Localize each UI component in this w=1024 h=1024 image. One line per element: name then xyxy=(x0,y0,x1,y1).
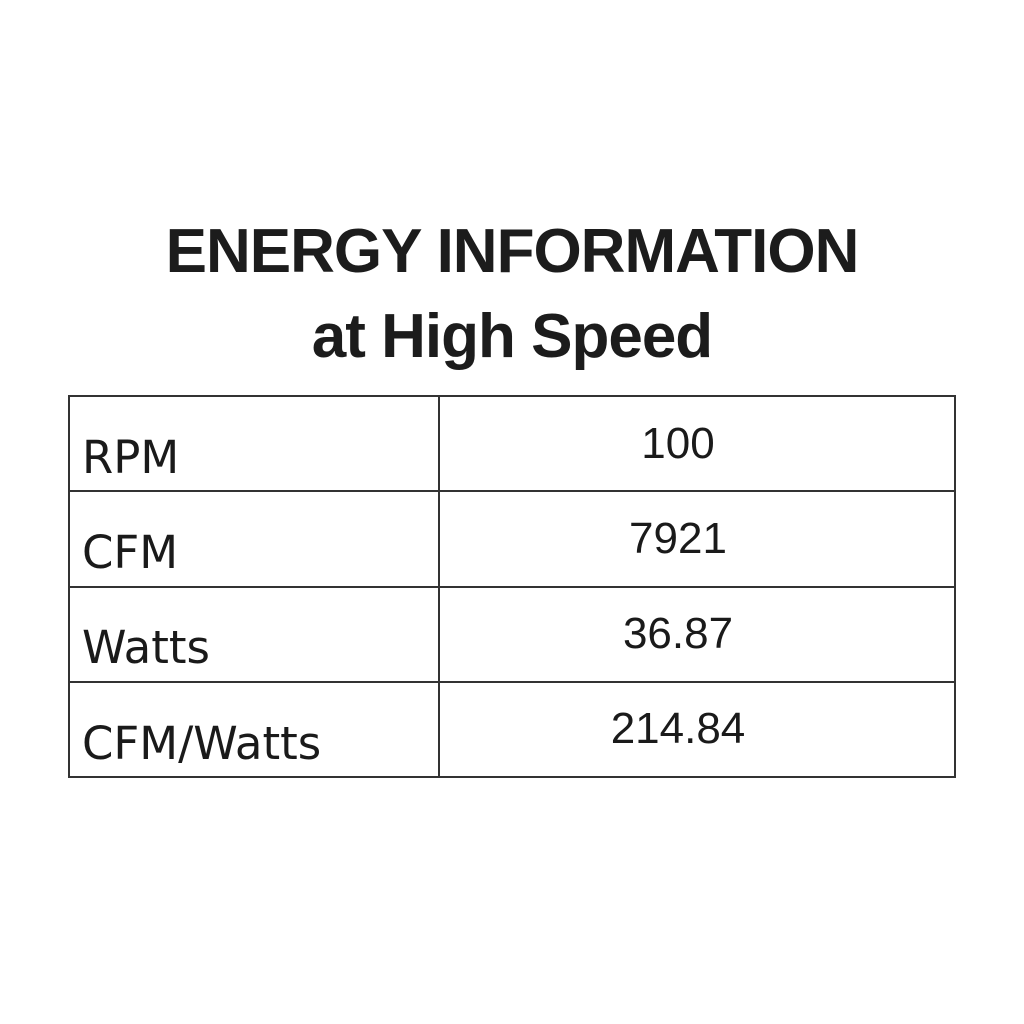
row-cfm-value: 7921 xyxy=(440,492,954,586)
row-cfm-per-watts-value: 214.84 xyxy=(440,682,954,776)
row-watts-value: 36.87 xyxy=(440,587,954,681)
title-line-1: ENERGY INFORMATION xyxy=(165,217,860,286)
energy-table: RPM 100 CFM 7921 Watts 36.87 CFM/Watts 2… xyxy=(68,395,956,778)
title-line-2: at High Speed xyxy=(311,302,713,371)
row-cfm-per-watts-label: CFM/Watts xyxy=(70,682,438,776)
row-rpm-value: 100 xyxy=(440,397,954,491)
row-watts-label: Watts xyxy=(70,587,438,681)
row-cfm-label: CFM xyxy=(70,492,438,586)
row-rpm-label: RPM xyxy=(70,397,438,491)
